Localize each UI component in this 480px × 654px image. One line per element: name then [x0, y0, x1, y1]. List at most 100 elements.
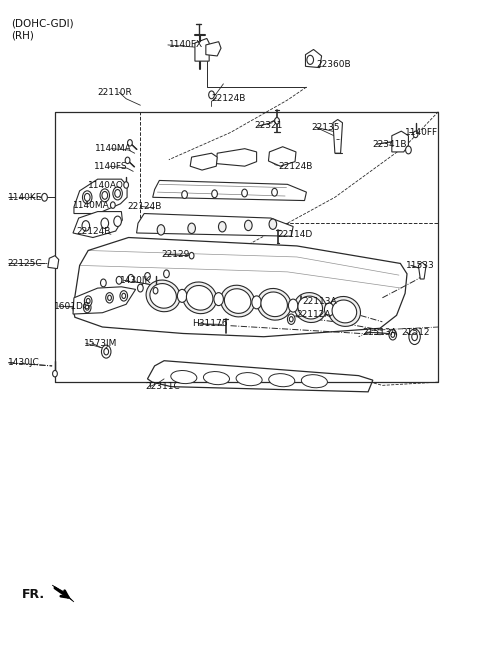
Polygon shape	[73, 287, 136, 314]
Circle shape	[288, 314, 295, 324]
Circle shape	[115, 190, 120, 198]
Text: 1140AO: 1140AO	[88, 181, 124, 190]
Circle shape	[110, 202, 115, 209]
Circle shape	[82, 220, 90, 231]
Ellipse shape	[328, 296, 360, 326]
Text: 1601DG: 1601DG	[54, 301, 91, 311]
Circle shape	[42, 194, 48, 201]
Text: 22110R: 22110R	[97, 88, 132, 97]
Text: 22124B: 22124B	[127, 202, 161, 211]
Text: 22113A: 22113A	[302, 296, 337, 305]
Circle shape	[102, 192, 108, 199]
Circle shape	[128, 139, 132, 146]
Circle shape	[84, 296, 92, 306]
Text: 22125C: 22125C	[8, 259, 42, 268]
Circle shape	[409, 329, 420, 345]
Circle shape	[275, 118, 279, 124]
Circle shape	[108, 295, 111, 300]
Text: 21513A: 21513A	[362, 328, 397, 337]
Circle shape	[104, 349, 108, 355]
Circle shape	[113, 187, 122, 200]
Text: 21512: 21512	[401, 328, 430, 337]
Circle shape	[86, 298, 90, 303]
Circle shape	[84, 302, 91, 313]
Text: 1140FX: 1140FX	[169, 41, 203, 50]
Circle shape	[101, 345, 111, 358]
Circle shape	[324, 303, 334, 316]
Text: 1140FS: 1140FS	[94, 162, 128, 171]
Circle shape	[100, 189, 109, 202]
Circle shape	[189, 252, 194, 259]
Text: H31176: H31176	[192, 319, 228, 328]
Circle shape	[164, 270, 169, 278]
Text: 1430JC: 1430JC	[8, 358, 39, 367]
Polygon shape	[147, 361, 373, 392]
Text: 1573JM: 1573JM	[84, 339, 118, 348]
Polygon shape	[268, 146, 296, 166]
Polygon shape	[419, 262, 426, 279]
Circle shape	[106, 292, 113, 303]
Circle shape	[116, 277, 122, 284]
Circle shape	[413, 131, 418, 137]
Ellipse shape	[186, 286, 213, 310]
Polygon shape	[73, 212, 122, 237]
Polygon shape	[73, 237, 407, 337]
Text: 1140MA: 1140MA	[73, 201, 110, 209]
Circle shape	[120, 290, 128, 301]
Polygon shape	[333, 120, 342, 153]
Text: 22112A: 22112A	[296, 310, 331, 319]
Text: 22321: 22321	[254, 122, 283, 131]
Circle shape	[53, 370, 57, 377]
Polygon shape	[195, 39, 209, 61]
Circle shape	[128, 275, 134, 283]
Circle shape	[209, 91, 215, 99]
Circle shape	[214, 292, 223, 305]
Ellipse shape	[150, 284, 176, 308]
Polygon shape	[392, 131, 408, 152]
Circle shape	[101, 218, 108, 228]
Text: 22135: 22135	[311, 123, 340, 131]
Text: 22124B: 22124B	[212, 94, 246, 103]
Polygon shape	[190, 153, 217, 170]
Text: 22311C: 22311C	[145, 382, 180, 391]
Circle shape	[252, 296, 261, 309]
Text: (DOHC-GDI)
(RH): (DOHC-GDI) (RH)	[12, 19, 74, 41]
Circle shape	[137, 284, 143, 292]
Circle shape	[125, 157, 130, 164]
Circle shape	[153, 288, 158, 294]
Circle shape	[389, 330, 396, 340]
Ellipse shape	[269, 373, 295, 387]
Circle shape	[272, 188, 277, 196]
Polygon shape	[206, 42, 221, 56]
Text: 11533: 11533	[406, 261, 435, 270]
Circle shape	[157, 225, 165, 235]
Polygon shape	[74, 179, 127, 213]
Circle shape	[122, 293, 126, 298]
Text: 22360B: 22360B	[316, 60, 350, 69]
Text: 22114D: 22114D	[277, 230, 312, 239]
Circle shape	[391, 332, 395, 337]
Text: FR.: FR.	[22, 588, 45, 600]
Circle shape	[412, 333, 418, 341]
Circle shape	[406, 146, 411, 154]
Ellipse shape	[332, 300, 357, 323]
Text: 1140FF: 1140FF	[405, 128, 438, 137]
Ellipse shape	[182, 282, 216, 314]
Polygon shape	[305, 50, 322, 67]
Text: 1430JK: 1430JK	[120, 276, 152, 284]
Circle shape	[269, 219, 276, 230]
Polygon shape	[52, 585, 74, 602]
Circle shape	[124, 182, 129, 188]
Polygon shape	[137, 213, 293, 236]
Circle shape	[289, 317, 293, 322]
Circle shape	[188, 223, 195, 233]
Ellipse shape	[146, 280, 180, 312]
Polygon shape	[153, 181, 306, 201]
Circle shape	[144, 273, 150, 281]
Polygon shape	[216, 148, 257, 166]
Ellipse shape	[204, 371, 229, 385]
Circle shape	[212, 190, 217, 198]
Circle shape	[100, 279, 106, 287]
Circle shape	[288, 299, 298, 312]
Polygon shape	[48, 256, 59, 269]
